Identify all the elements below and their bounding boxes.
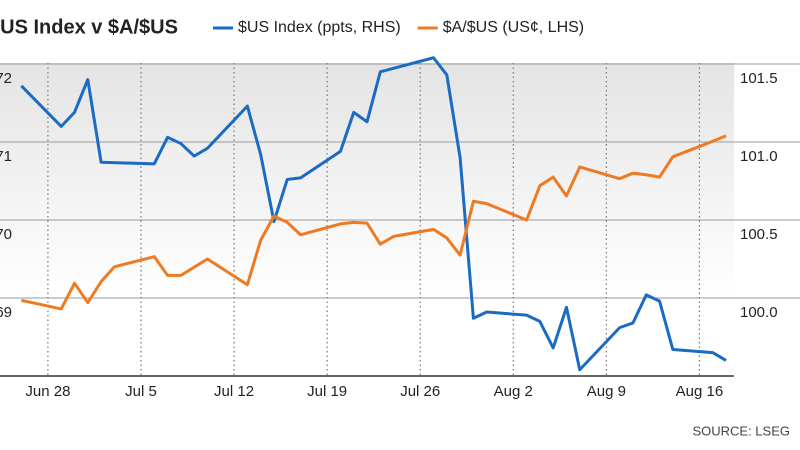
y2-tick-label: 101.5 [740,70,778,87]
x-tick-label: Jul 12 [214,383,254,400]
x-tick-label: Jul 26 [400,383,440,400]
chart-title: $US Index v $A/$US [0,16,178,38]
legend-label: $US Index (ppts, RHS) [238,19,401,36]
y-tick-label: 72 [0,70,12,87]
plot-shade [0,63,734,298]
series-line [21,134,727,311]
y-tick-label: 71 [0,148,12,165]
x-tick-label: Jun 28 [25,383,70,400]
y2-tick-label: 100.0 [740,304,778,321]
y2-tick-label: 101.0 [740,148,778,165]
x-tick-label: Jul 5 [125,383,157,400]
x-tick-label: Aug 9 [587,383,626,400]
series-line [20,56,727,372]
y-tick-label: 70 [0,226,12,243]
legend-label: $A/$US (US¢, LHS) [443,19,584,36]
y2-tick-label: 100.5 [740,226,778,243]
source: SOURCE: LSEG [692,423,790,438]
x-tick-label: Aug 2 [494,383,533,400]
x-tick-label: Aug 16 [676,383,724,400]
x-tick-label: Jul 19 [307,383,347,400]
y-tick-label: 69 [0,304,12,321]
